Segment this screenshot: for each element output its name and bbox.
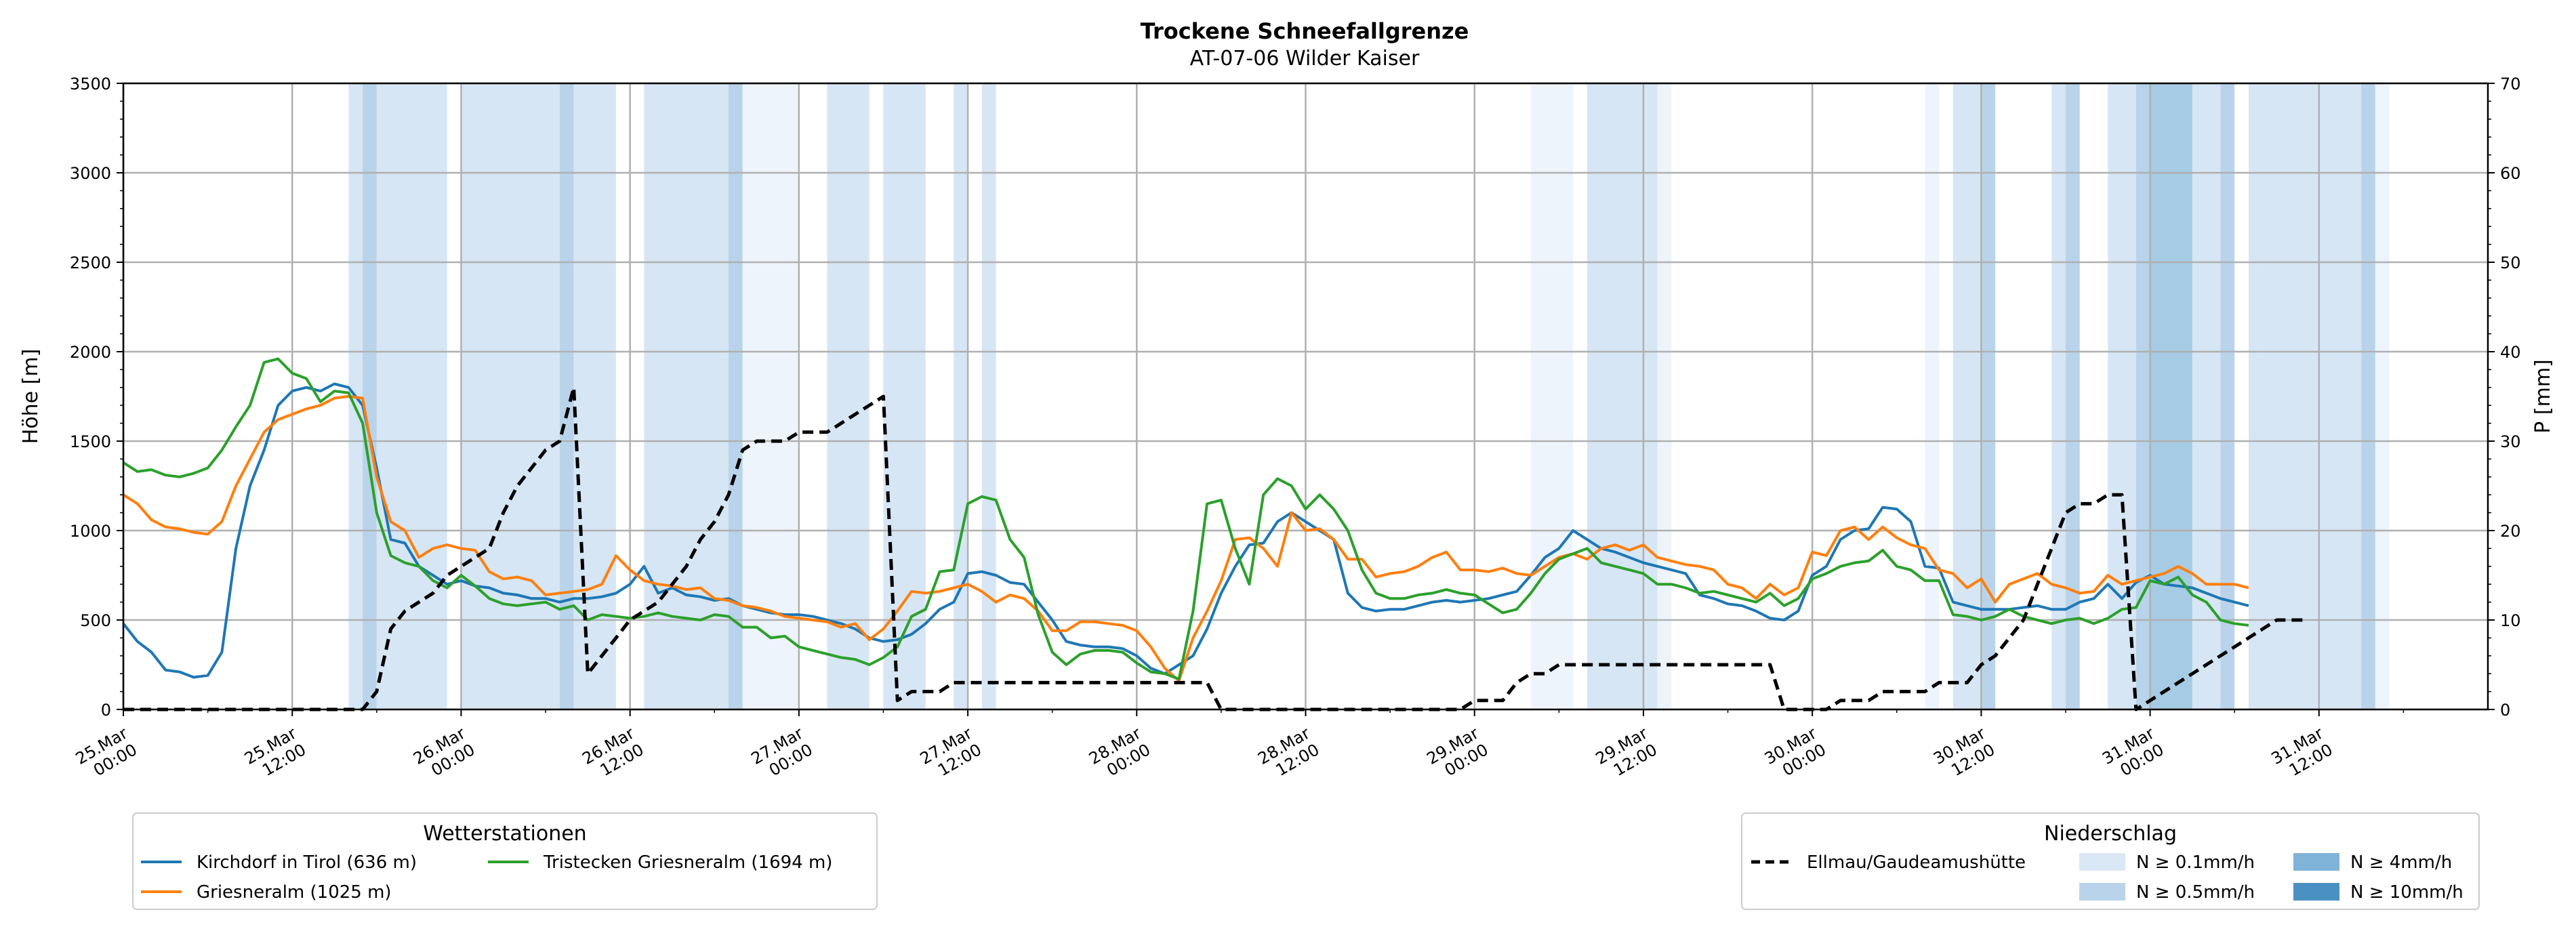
precip-band [2375,83,2390,709]
precip-band [827,83,870,709]
y-tick-label-right: 0 [2500,701,2510,720]
precip-band [1657,83,1672,709]
precip-band [954,83,968,709]
y-axis-right-label: P [mm] [2531,359,2555,433]
legend-swatch-precip-10 [2293,883,2339,901]
y-tick-label-left: 2000 [70,343,111,362]
precip-band [2220,83,2235,709]
y-tick-label-left: 3500 [70,75,111,94]
legend-stations: Wetterstationen Kirchdorf in Tirol (636 … [132,812,878,910]
legend-label-griesneralm: Griesneralm (1025 m) [197,882,392,903]
precip-band [573,83,616,709]
precip-band [2135,83,2150,709]
precip-band [363,83,377,709]
legend-label-precip-01: N ≥ 0.1mm/h [2136,852,2255,873]
precip-band [1981,83,1996,709]
y-tick-label-right: 20 [2500,522,2521,541]
precip-band [2248,83,2263,709]
y-tick-label-left: 1000 [70,522,111,541]
legend-swatch-precip-05 [2079,883,2125,901]
y-tick-label-left: 0 [101,701,111,720]
legend-label-precip-4: N ≥ 4mm/h [2350,852,2452,873]
precip-band [1530,83,1574,709]
y-tick-label-right: 40 [2500,343,2521,362]
precip-band [2065,83,2080,709]
precip-band [461,83,560,709]
precip-band [1587,83,1658,709]
x-tick-label: 30.Mar12:00 [1930,724,1998,785]
legend-precip: Niederschlag Ellmau/Gaudeamushütte N ≥ 0… [1741,812,2480,910]
legend-label-precip-10: N ≥ 10mm/h [2350,882,2463,903]
y-tick-label-left: 3000 [70,164,111,183]
precip-band [2108,83,2136,709]
precip-band [2361,83,2375,709]
y-tick-label-right: 10 [2500,611,2521,630]
precip-band [2051,83,2066,709]
precip-band [2262,83,2362,709]
legend-label-tristecken: Tristecken Griesneralm (1694 m) [543,852,832,873]
x-tick-label: 30.Mar00:00 [1761,724,1829,785]
series-line-1 [122,395,2249,682]
series-line-2 [122,357,2249,681]
precip-band [644,83,729,709]
precip-band [729,83,743,709]
legend-precip-title: Niederschlag [2044,822,2177,846]
y-tick-label-left: 500 [80,611,111,630]
y-tick-label-right: 30 [2500,432,2521,451]
y-tick-label-right: 60 [2500,164,2521,183]
legend-swatch-precip-4 [2293,853,2339,871]
precip-band [559,83,574,709]
series-lines [122,357,2305,711]
precip-band [2150,83,2192,709]
precip-band [1925,83,1940,709]
precip-band [883,83,926,709]
y-tick-label-right: 50 [2500,253,2521,272]
y-axis-left-label: Höhe [m] [19,349,43,445]
legend-label-kirchdorf: Kirchdorf in Tirol (636 m) [197,852,417,873]
legend-stations-title: Wetterstationen [423,822,586,846]
legend-label-precip-05: N ≥ 0.5mm/h [2136,882,2255,903]
y-tick-label-left: 2500 [70,253,111,272]
y-tick-label-left: 1500 [70,432,111,451]
series-line-3 [123,386,2305,711]
precip-band [2192,83,2221,709]
y-tick-label-right: 70 [2500,75,2521,94]
legend-label-ellmau: Ellmau/Gaudeamushütte [1807,852,2026,873]
chart-subtitle: AT-07-06 Wilder Kaiser [1190,47,1420,70]
chart-title: Trockene Schneefallgrenze [1141,18,1469,44]
precip-band [742,83,799,709]
precip-band [981,83,996,709]
legend-swatch-precip-01 [2079,853,2125,871]
precip-band [376,83,447,709]
